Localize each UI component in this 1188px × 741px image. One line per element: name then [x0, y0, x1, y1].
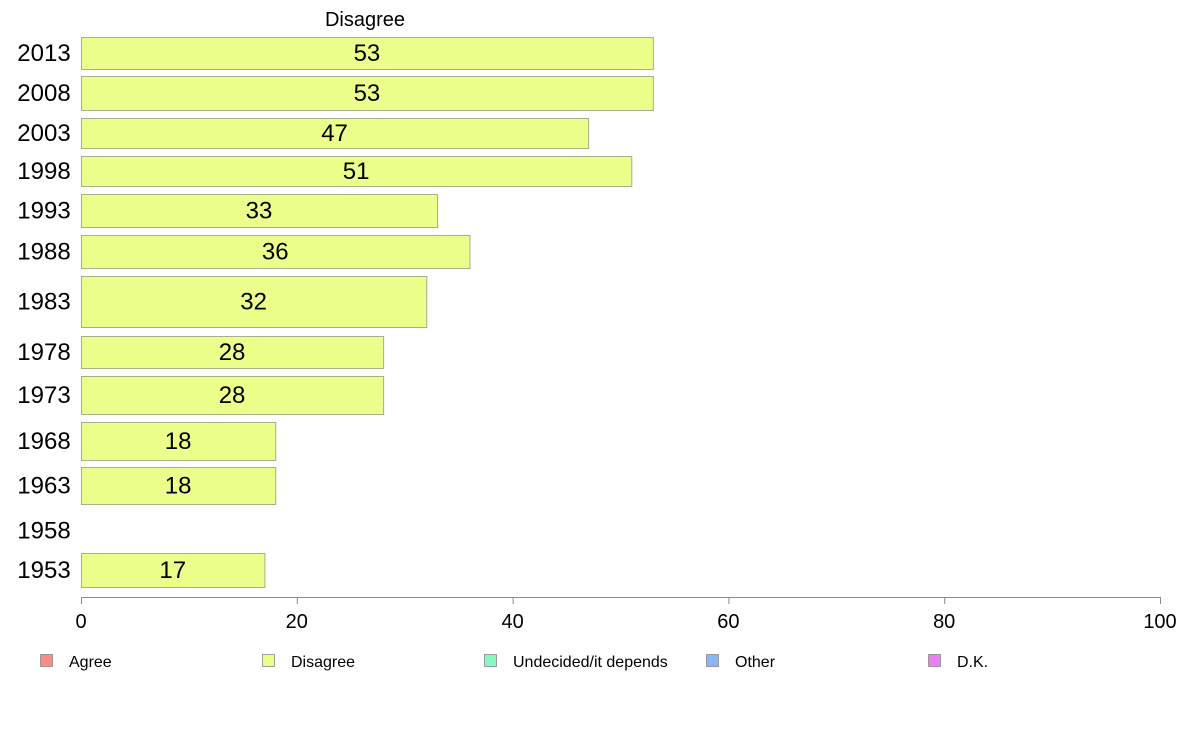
y-tick-label-2003: 2003	[17, 120, 70, 147]
y-tick-label-1953: 1953	[17, 557, 70, 584]
legend-label-disagree: Disagree	[291, 654, 355, 671]
bar-1983	[81, 276, 428, 328]
data-label-1983: 32	[240, 289, 267, 316]
data-label-1998: 51	[343, 158, 370, 185]
data-label-1988: 36	[262, 239, 289, 266]
bar-2013	[81, 37, 654, 70]
legend: Agree Disagree Undecided/it depends Other D.…	[40, 654, 988, 671]
legend-swatch-d-k	[928, 654, 941, 667]
bar-1978	[81, 336, 385, 369]
bar-1993	[81, 194, 439, 228]
bar-1968	[81, 422, 277, 461]
data-label-1993: 33	[246, 198, 273, 225]
bar-1998	[81, 156, 633, 187]
y-tick-label-1963: 1963	[17, 473, 70, 500]
x-tick-label-0: 0	[75, 611, 86, 633]
data-label-1953: 17	[159, 557, 186, 584]
legend-label-agree: Agree	[69, 654, 112, 671]
bar-2008	[81, 76, 654, 111]
legend-label-other: Other	[735, 654, 776, 671]
data-label-2013: 53	[354, 40, 381, 67]
x-tick-label-60: 60	[717, 611, 739, 633]
data-label-1978: 28	[219, 339, 246, 366]
data-label-1973: 28	[219, 382, 246, 409]
bar-2003	[81, 118, 590, 149]
y-tick-label-1968: 1968	[17, 428, 70, 455]
x-tick-label-100: 100	[1143, 611, 1176, 633]
x-tick-label-80: 80	[933, 611, 955, 633]
legend-swatch-agree	[40, 654, 53, 667]
bar-1953	[81, 553, 266, 588]
data-label-1963: 18	[165, 473, 192, 500]
bar-1963	[81, 467, 277, 505]
data-label-1968: 18	[165, 428, 192, 455]
y-tick-label-1993: 1993	[17, 198, 70, 225]
data-label-2008: 53	[354, 80, 381, 107]
y-axis-labels: 2013 2008 2003 1998 1993 1988 1983 1978 1973 1968…	[17, 40, 70, 584]
y-tick-label-1998: 1998	[17, 158, 70, 185]
y-tick-label-2013: 2013	[17, 40, 70, 67]
y-tick-label-1983: 1983	[17, 289, 70, 316]
x-tick-label-40: 40	[501, 611, 523, 633]
legend-swatch-disagree	[262, 654, 275, 667]
data-label-2003: 47	[321, 120, 348, 147]
y-tick-label-1978: 1978	[17, 339, 70, 366]
x-tick-label-20: 20	[286, 611, 308, 633]
y-tick-label-2008: 2008	[17, 80, 70, 107]
legend-swatch-undecided-it-depends	[484, 654, 497, 667]
legend-swatch-other	[706, 654, 719, 667]
chart-title: Disagree	[325, 9, 405, 31]
legend-label-d-k: D.K.	[957, 654, 988, 671]
bar-1988	[81, 235, 471, 269]
bar-1973	[81, 376, 385, 415]
y-tick-label-1958: 1958	[17, 518, 70, 545]
x-axis: 0 20 40 60 80 100	[75, 597, 1177, 633]
y-tick-label-1973: 1973	[17, 382, 70, 409]
legend-label-undecided-it-depends: Undecided/it depends	[513, 654, 668, 671]
y-tick-label-1988: 1988	[17, 239, 70, 266]
